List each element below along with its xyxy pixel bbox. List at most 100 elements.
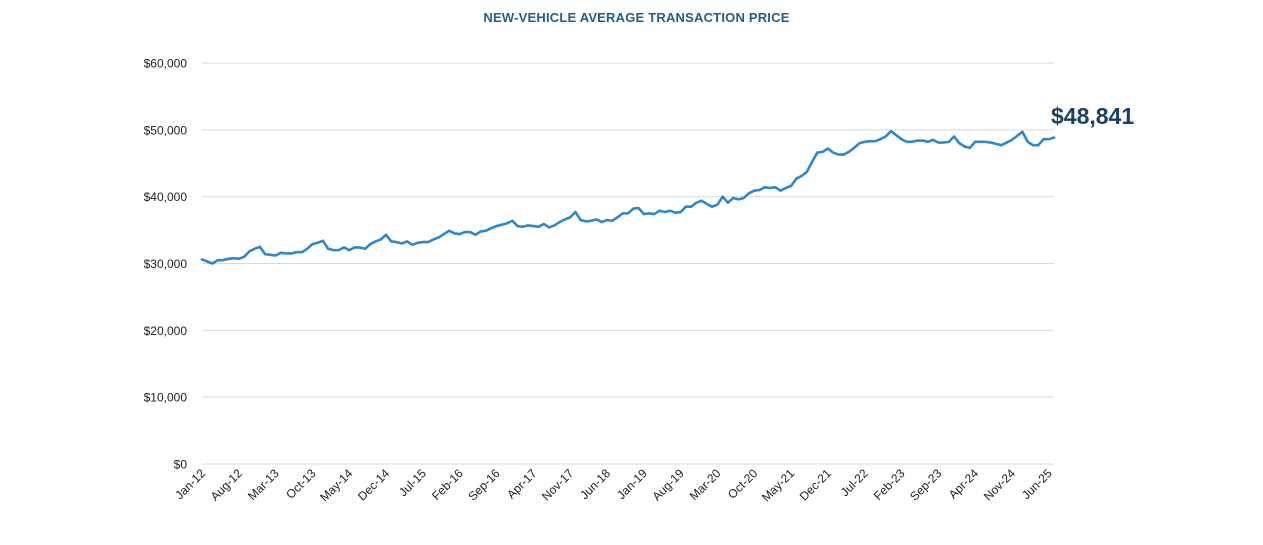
data-point <box>726 201 730 204</box>
data-point <box>447 229 451 232</box>
data-point <box>374 240 377 243</box>
data-point <box>947 140 951 144</box>
data-point <box>637 206 640 210</box>
data-point <box>332 248 335 252</box>
data-point <box>1000 144 1003 147</box>
data-point <box>858 142 861 145</box>
data-point <box>558 220 561 224</box>
data-point <box>595 218 598 221</box>
data-point <box>758 188 761 192</box>
data-point <box>658 209 661 212</box>
series-layer <box>200 129 1056 265</box>
data-point <box>348 248 351 252</box>
data-point <box>679 210 682 214</box>
data-point <box>1052 136 1056 139</box>
data-point <box>568 216 572 219</box>
data-point <box>532 224 535 228</box>
x-tick-label: Jul-15 <box>396 466 429 499</box>
data-point <box>716 203 719 206</box>
data-point <box>390 240 393 243</box>
gridlines <box>202 62 1054 465</box>
data-point <box>216 258 219 262</box>
x-tick-label: Apr-24 <box>946 466 982 502</box>
data-point <box>600 220 603 224</box>
data-point <box>910 140 914 144</box>
data-point <box>695 201 698 204</box>
data-point <box>916 139 919 142</box>
data-point <box>768 186 772 190</box>
data-point <box>689 205 693 208</box>
data-point <box>1005 141 1008 144</box>
data-point <box>674 211 677 214</box>
data-point <box>295 250 298 254</box>
data-point <box>979 140 982 144</box>
data-point <box>526 224 530 227</box>
data-point <box>784 186 787 190</box>
y-tick-label: $10,000 <box>144 391 188 405</box>
data-point <box>305 247 309 250</box>
data-point <box>432 238 435 241</box>
data-point <box>753 189 756 192</box>
data-point <box>831 151 835 154</box>
data-point <box>206 260 209 263</box>
data-point <box>379 238 383 241</box>
series-line <box>200 129 1056 265</box>
x-tick-label: May-21 <box>759 466 797 504</box>
data-point <box>1031 144 1035 147</box>
x-tick-label: Jul-22 <box>838 466 871 499</box>
data-point <box>469 230 472 234</box>
data-point <box>474 233 477 236</box>
data-point <box>384 233 388 236</box>
data-point <box>900 137 903 141</box>
data-point <box>563 218 567 221</box>
data-point <box>952 135 956 138</box>
data-point <box>411 243 414 246</box>
data-point <box>342 246 346 249</box>
x-tick-label: Feb-16 <box>429 466 466 503</box>
x-tick-label: May-14 <box>317 466 355 504</box>
data-point <box>742 196 745 200</box>
data-point <box>495 224 498 228</box>
data-point <box>984 140 987 144</box>
data-point <box>700 199 703 202</box>
data-point <box>616 216 619 219</box>
data-point <box>873 139 877 143</box>
data-point <box>521 225 525 228</box>
data-point <box>1047 137 1050 141</box>
data-point <box>574 210 577 214</box>
data-point <box>442 232 446 236</box>
x-tick-label: Dec-21 <box>797 466 834 503</box>
y-tick-label: $50,000 <box>144 123 188 137</box>
data-point <box>1037 144 1040 147</box>
data-point <box>611 219 614 222</box>
data-point <box>400 242 404 245</box>
data-point <box>973 140 977 144</box>
data-point <box>805 170 809 174</box>
data-point <box>810 160 814 164</box>
x-tick-label: Jan-19 <box>614 466 650 502</box>
data-point <box>847 150 851 154</box>
data-point <box>705 202 709 206</box>
data-point <box>842 153 845 156</box>
data-point <box>405 240 409 243</box>
data-point <box>884 135 887 138</box>
x-tick-label: Mar-13 <box>245 466 282 503</box>
data-point <box>516 224 519 228</box>
data-point <box>416 241 419 244</box>
x-tick-label: Sep-23 <box>907 466 944 503</box>
data-point <box>868 139 872 143</box>
data-point <box>963 145 966 148</box>
chart-title: NEW-VEHICLE AVERAGE TRANSACTION PRICE <box>483 10 790 25</box>
data-point <box>395 240 398 244</box>
x-tick-label: Aug-12 <box>208 466 245 503</box>
y-tick-label: $30,000 <box>144 257 188 271</box>
data-point <box>621 212 624 215</box>
data-point <box>363 247 367 250</box>
data-point <box>232 256 235 260</box>
data-point <box>1026 140 1029 144</box>
data-point <box>863 140 866 144</box>
data-point <box>774 186 777 189</box>
data-point <box>1021 130 1024 134</box>
